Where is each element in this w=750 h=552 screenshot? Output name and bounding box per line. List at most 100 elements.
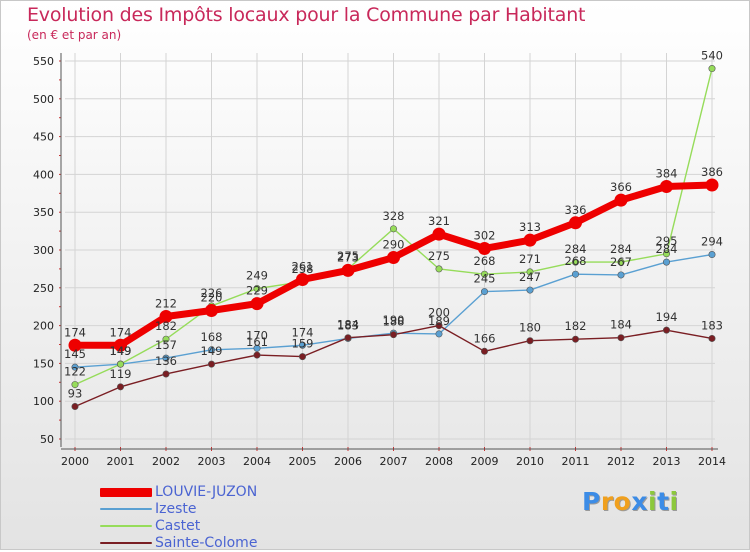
legend-label: LOUVIE-JUZON xyxy=(155,484,258,500)
data-point xyxy=(708,251,716,259)
gridlines xyxy=(65,53,715,447)
data-label: 229 xyxy=(246,284,268,298)
data-label: 159 xyxy=(292,337,314,351)
data-label: 258 xyxy=(292,262,314,276)
data-point xyxy=(480,288,488,296)
data-point xyxy=(617,271,625,279)
logo-letter: t xyxy=(657,487,670,516)
data-label: 268 xyxy=(565,254,587,268)
data-point xyxy=(526,268,534,276)
data-label: 284 xyxy=(610,242,632,256)
data-point xyxy=(435,330,443,338)
data-label: 174 xyxy=(110,325,132,339)
data-point xyxy=(617,334,625,342)
data-label: 190 xyxy=(383,313,405,327)
logo-letter: x xyxy=(631,487,648,516)
data-point xyxy=(662,326,670,334)
data-point xyxy=(298,341,306,349)
data-point xyxy=(162,370,170,378)
data-point xyxy=(435,322,443,330)
chart-title: Evolution des Impôts locaux pour la Comm… xyxy=(27,4,586,26)
data-point xyxy=(159,310,173,324)
data-label: 268 xyxy=(474,254,496,268)
legend-swatch xyxy=(100,542,152,544)
data-point xyxy=(660,179,673,193)
data-point xyxy=(389,225,397,233)
data-point xyxy=(208,360,216,368)
data-label: 267 xyxy=(610,255,632,269)
y-tick-label: 150 xyxy=(33,357,54,370)
x-tick-label: 2003 xyxy=(198,455,226,468)
x-tick-label: 2011 xyxy=(562,455,590,468)
data-point xyxy=(298,353,306,361)
y-tick-label: 300 xyxy=(33,244,54,257)
data-point xyxy=(662,258,670,266)
data-label: 122 xyxy=(64,365,86,379)
data-label: 189 xyxy=(428,314,450,328)
data-point xyxy=(708,65,716,73)
data-label: 161 xyxy=(246,335,268,349)
data-point xyxy=(250,297,264,311)
x-tick-label: 2005 xyxy=(289,455,317,468)
data-label: 336 xyxy=(565,203,587,217)
data-point xyxy=(480,270,488,278)
y-tick-label: 550 xyxy=(33,55,54,68)
data-label: 284 xyxy=(565,242,587,256)
legend-swatch xyxy=(100,508,152,510)
data-label: 384 xyxy=(656,166,678,180)
data-point xyxy=(117,360,125,368)
x-tick-label: 2008 xyxy=(425,455,453,468)
data-label: 182 xyxy=(155,319,177,333)
x-tick-label: 2007 xyxy=(380,455,408,468)
logo-letter: i xyxy=(669,487,679,516)
data-label: 174 xyxy=(292,325,314,339)
data-point xyxy=(341,263,355,277)
data-label: 321 xyxy=(428,214,450,228)
data-label: 247 xyxy=(519,270,541,284)
data-labels: 174 174 212 220 229 261 273 290 321 302 313 336 366 3… xyxy=(64,49,723,401)
data-label: 170 xyxy=(246,328,268,342)
data-label: 157 xyxy=(155,338,177,352)
x-tick-label: 2002 xyxy=(152,455,180,468)
data-label: 249 xyxy=(246,269,268,283)
data-point xyxy=(162,354,170,362)
logo-letter: i xyxy=(648,487,658,516)
data-label: 226 xyxy=(201,286,223,300)
data-point xyxy=(117,383,125,391)
y-tick-label: 100 xyxy=(33,395,54,408)
data-point xyxy=(71,402,79,410)
x-tick-label: 2004 xyxy=(243,455,271,468)
legend-label: Sainte-Colome xyxy=(155,535,258,551)
data-label: 313 xyxy=(519,220,541,234)
data-label: 275 xyxy=(428,249,450,263)
data-label: 294 xyxy=(701,235,723,249)
data-point xyxy=(296,272,309,286)
logo-letter: o xyxy=(613,487,632,516)
proxiti-logo: Proxiti xyxy=(582,487,679,516)
y-tick-label: 350 xyxy=(33,206,54,219)
data-point xyxy=(435,265,443,273)
y-tick-label: 250 xyxy=(33,282,54,295)
data-point xyxy=(571,335,579,343)
data-label: 200 xyxy=(428,306,450,320)
data-point xyxy=(526,337,534,345)
data-point xyxy=(68,338,82,352)
data-point xyxy=(614,193,628,207)
data-point xyxy=(571,258,579,266)
data-point xyxy=(162,335,170,343)
data-label: 183 xyxy=(701,318,723,332)
data-label: 540 xyxy=(701,49,723,63)
data-label: 386 xyxy=(701,165,723,179)
x-tick-label: 2010 xyxy=(516,455,544,468)
data-label: 290 xyxy=(383,238,405,252)
data-point xyxy=(705,178,719,192)
data-point xyxy=(253,285,261,293)
data-point xyxy=(432,227,446,241)
data-label: 166 xyxy=(474,331,496,345)
data-point xyxy=(569,216,582,230)
data-label: 245 xyxy=(474,272,496,286)
x-tick-label: 2014 xyxy=(698,455,726,468)
data-label: 174 xyxy=(64,325,86,339)
data-point xyxy=(708,334,716,342)
